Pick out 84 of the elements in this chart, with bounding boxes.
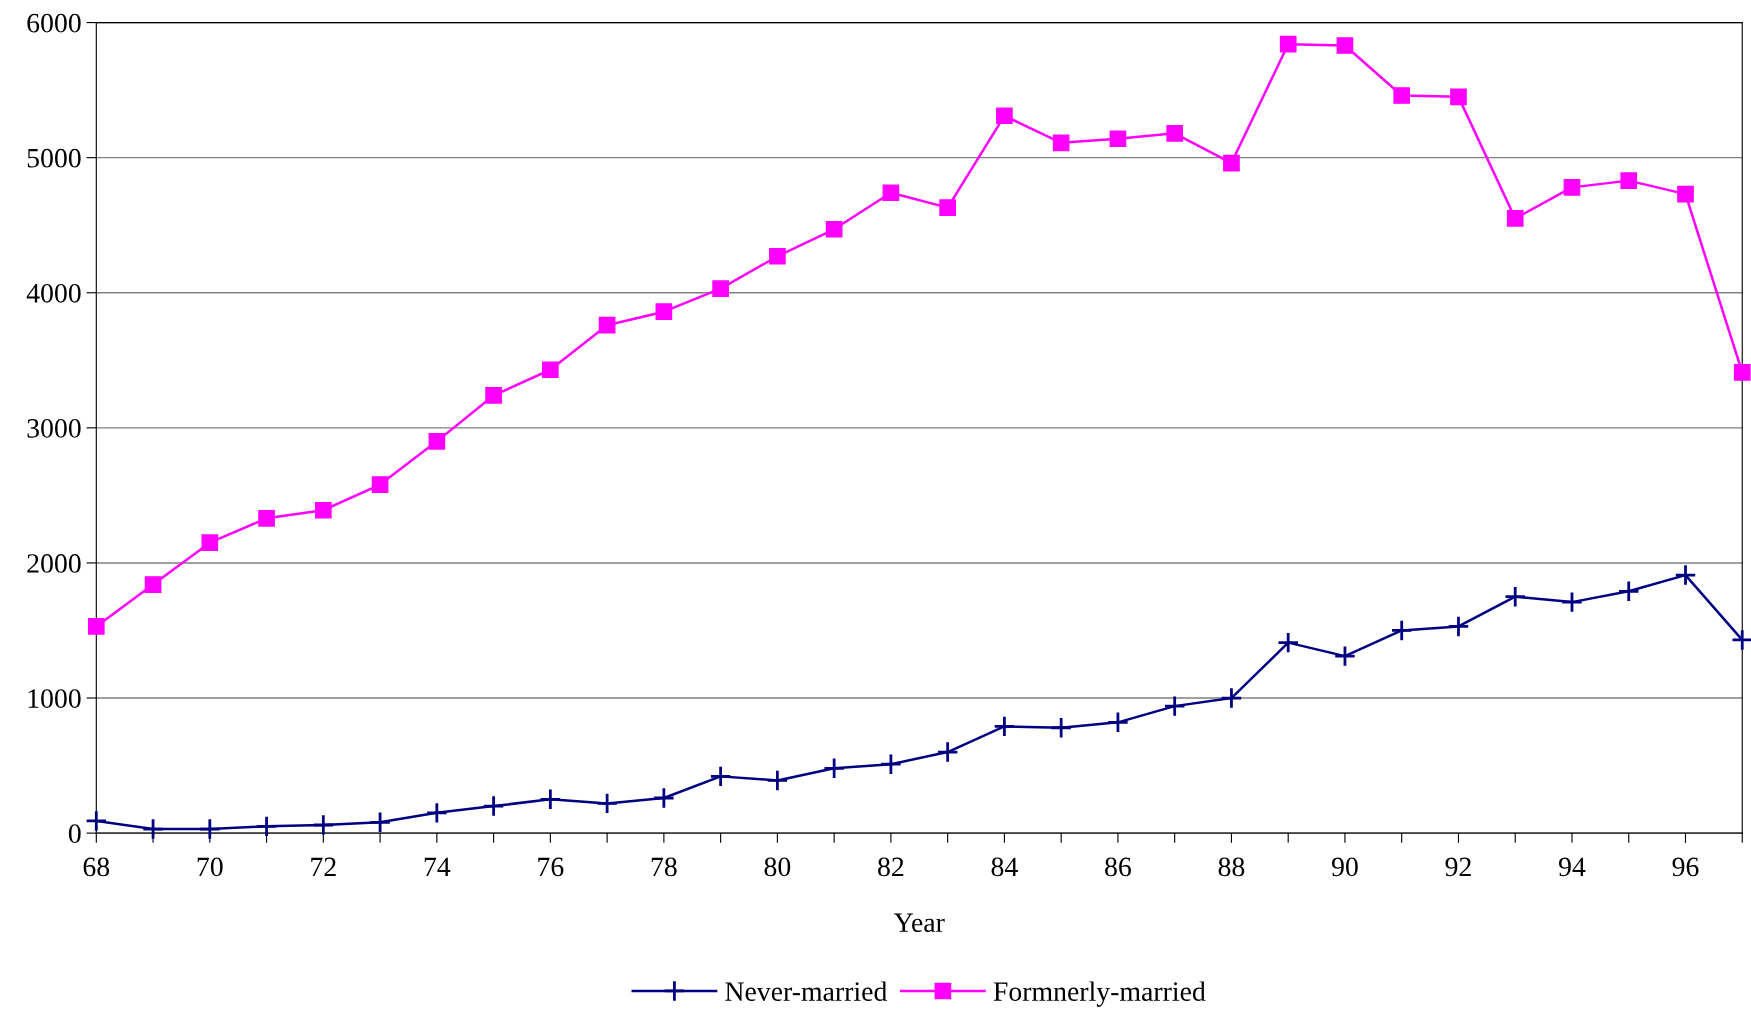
y-tick-label: 1000 bbox=[28, 689, 81, 708]
point bbox=[1563, 179, 1581, 196]
x-axis-title: Year bbox=[893, 913, 945, 933]
x-tick-label: 74 bbox=[424, 857, 451, 876]
x-tick-label: 88 bbox=[1218, 857, 1245, 877]
point bbox=[1674, 563, 1697, 587]
point bbox=[936, 740, 959, 764]
y-tick-label: 6000 bbox=[27, 13, 81, 33]
point bbox=[87, 618, 105, 635]
x-tick-label: 96 bbox=[1672, 857, 1699, 877]
point bbox=[312, 813, 335, 837]
point bbox=[712, 280, 729, 298]
y-tick-label: 4000 bbox=[26, 283, 81, 303]
point bbox=[1052, 134, 1070, 152]
point bbox=[598, 316, 616, 334]
x-tick-label: 84 bbox=[991, 857, 1018, 877]
point bbox=[652, 786, 675, 810]
point bbox=[655, 303, 673, 320]
point bbox=[141, 817, 165, 841]
point bbox=[542, 361, 559, 379]
x-tick-label: 68 bbox=[83, 857, 110, 877]
point bbox=[1277, 631, 1300, 654]
y-tick-label: 5000 bbox=[27, 148, 81, 168]
point bbox=[485, 387, 502, 404]
point bbox=[709, 765, 732, 788]
point bbox=[1504, 585, 1527, 608]
point bbox=[255, 815, 278, 838]
x-tick-label: 70 bbox=[197, 857, 223, 877]
point bbox=[1447, 615, 1470, 638]
point bbox=[539, 788, 562, 811]
point bbox=[201, 534, 219, 552]
point bbox=[1223, 154, 1240, 172]
point bbox=[1393, 87, 1411, 104]
point bbox=[1450, 88, 1467, 106]
point bbox=[596, 792, 619, 815]
point bbox=[1166, 125, 1184, 142]
point bbox=[482, 794, 505, 818]
y-tick-label: 3000 bbox=[27, 419, 81, 438]
point bbox=[1333, 645, 1357, 668]
x-tick-label: 72 bbox=[311, 857, 336, 876]
point bbox=[1506, 210, 1524, 227]
point bbox=[314, 501, 332, 519]
x-tick-label: 86 bbox=[1105, 857, 1131, 877]
point bbox=[823, 757, 846, 780]
x-tick-label: 82 bbox=[878, 857, 904, 877]
point bbox=[996, 107, 1013, 125]
point bbox=[144, 576, 162, 593]
point bbox=[1050, 716, 1073, 739]
x-tick-label: 94 bbox=[1558, 857, 1586, 877]
x-tick-label: 80 bbox=[764, 857, 791, 877]
point bbox=[371, 476, 389, 493]
point bbox=[1220, 686, 1243, 710]
point bbox=[1677, 185, 1694, 203]
point bbox=[428, 433, 446, 450]
point bbox=[882, 184, 900, 202]
point bbox=[1109, 130, 1127, 148]
point bbox=[1279, 35, 1297, 53]
point bbox=[766, 769, 789, 792]
y-tick-label: 2000 bbox=[27, 554, 81, 573]
point bbox=[939, 199, 956, 216]
point bbox=[825, 220, 843, 238]
x-tick-label: 90 bbox=[1331, 857, 1358, 877]
point bbox=[879, 753, 903, 776]
point bbox=[1617, 580, 1640, 603]
point bbox=[85, 809, 108, 833]
y-tick-label: 0 bbox=[68, 824, 81, 844]
point bbox=[258, 510, 275, 527]
x-tick-label: 78 bbox=[651, 857, 677, 877]
point bbox=[1560, 591, 1584, 614]
point bbox=[368, 811, 392, 834]
point bbox=[1620, 172, 1638, 189]
point bbox=[1163, 695, 1186, 718]
point bbox=[1336, 37, 1354, 54]
point bbox=[425, 801, 448, 824]
point bbox=[769, 247, 786, 265]
x-tick-label: 76 bbox=[538, 857, 564, 877]
point bbox=[1106, 711, 1130, 734]
legend-label: Formnerly-married bbox=[993, 981, 1206, 1007]
legend-label: Never-married bbox=[725, 981, 888, 1001]
x-tick-label: 92 bbox=[1445, 857, 1471, 877]
point bbox=[993, 715, 1016, 738]
point bbox=[1733, 364, 1751, 381]
point bbox=[198, 817, 221, 841]
point bbox=[1390, 619, 1413, 642]
